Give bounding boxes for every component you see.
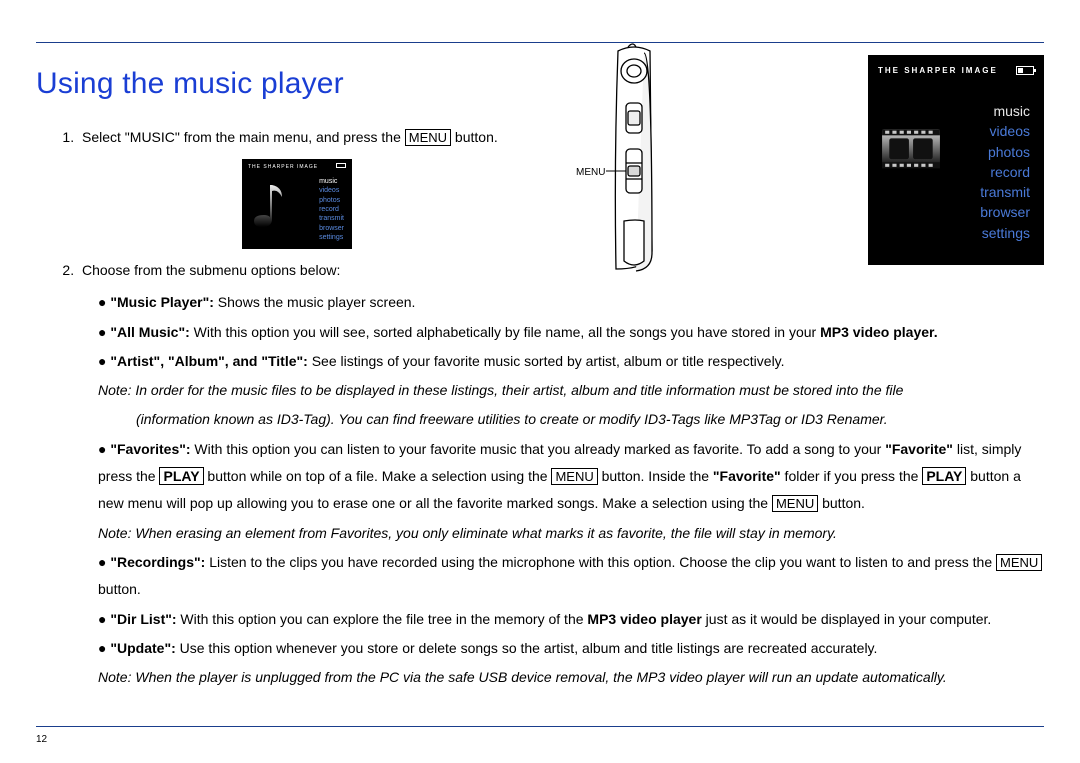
menu-pointer-label: MENU xyxy=(576,167,605,178)
music-note-icon xyxy=(252,181,288,237)
film-icon xyxy=(880,125,942,187)
bullet-artist-album-title: ● "Artist", "Album", and "Title": See li… xyxy=(98,348,1044,375)
device-side-illustration: MENU xyxy=(576,41,706,281)
device-screen-small: THE SHARPER IMAGE music videos photos re… xyxy=(242,159,352,249)
note-id3-line2: (information known as ID3-Tag). You can … xyxy=(98,406,1044,433)
bullet-all-music: ● "All Music": With this option you will… xyxy=(98,319,1044,346)
top-rule xyxy=(36,42,1044,43)
note-favorites: Note: When erasing an element from Favor… xyxy=(98,520,1044,547)
bullet-favorites: ● "Favorites": With this option you can … xyxy=(98,436,1044,518)
menu-button-ref: MENU xyxy=(405,129,451,146)
menu-item-transmit: transmit xyxy=(980,182,1030,202)
submenu-bullets: ● "Music Player": Shows the music player… xyxy=(36,289,1044,691)
device-screen-large: THE SHARPER IMAGE music videos pho xyxy=(868,55,1044,265)
menu-item-photos: photos xyxy=(980,142,1030,162)
menu-item-settings: settings xyxy=(980,223,1030,243)
battery-icon-small xyxy=(336,163,346,168)
bullet-dir-list: ● "Dir List": With this option you can e… xyxy=(98,606,1044,633)
bullet-music-player: ● "Music Player": Shows the music player… xyxy=(98,289,1044,316)
menu-item-record: record xyxy=(980,162,1030,182)
page-number: 12 xyxy=(36,734,47,745)
note-update: Note: When the player is unplugged from … xyxy=(98,664,1044,691)
page-content: THE SHARPER IMAGE music videos pho xyxy=(36,55,1044,691)
menu-item-music: music xyxy=(980,101,1030,121)
brand-text: THE SHARPER IMAGE xyxy=(878,63,998,78)
battery-icon xyxy=(1016,66,1034,75)
bullet-recordings: ● "Recordings": Listen to the clips you … xyxy=(98,549,1044,604)
bottom-rule xyxy=(36,726,1044,727)
menu-item-browser: browser xyxy=(980,202,1030,222)
mini-menu-list: music videos photos record transmit brow… xyxy=(319,177,344,243)
device-menu-list: music videos photos record transmit brow… xyxy=(980,101,1030,243)
note-id3: Note: In order for the music files to be… xyxy=(98,377,1044,404)
menu-item-videos: videos xyxy=(980,121,1030,141)
bullet-update: ● "Update": Use this option whenever you… xyxy=(98,635,1044,662)
